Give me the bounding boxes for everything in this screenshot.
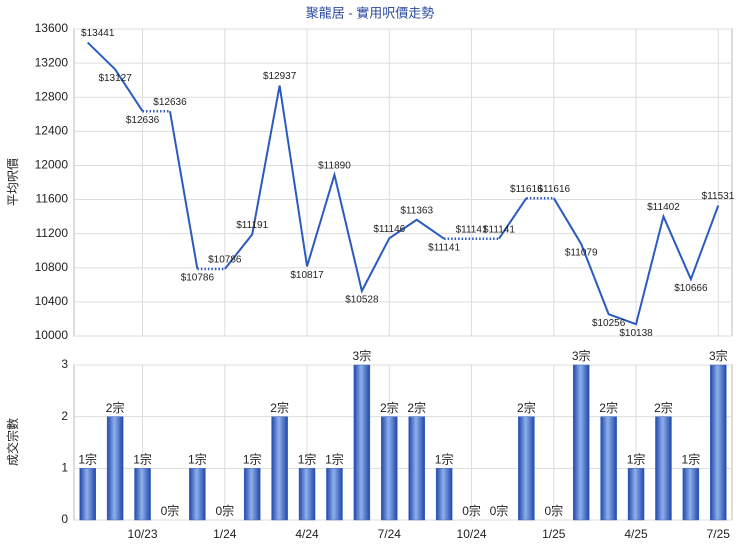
data-label: 2宗 [106, 400, 125, 415]
data-label: 2宗 [380, 400, 399, 415]
data-label: 1宗 [133, 452, 152, 467]
y-tick-label: 11600 [36, 192, 69, 206]
x-tick-label: 10/23 [128, 527, 158, 541]
data-label: $10138 [619, 328, 653, 339]
data-label: $13441 [81, 28, 115, 39]
y-axis-label: 成交宗數 [5, 418, 20, 466]
y-tick-label: 10800 [35, 260, 69, 274]
bar [106, 416, 124, 521]
data-label: 2宗 [599, 400, 618, 415]
y-tick-label: 12800 [35, 89, 69, 103]
data-label: $10786 [181, 273, 215, 284]
y-tick-label: 3 [61, 357, 68, 371]
data-label: 0宗 [215, 503, 234, 518]
data-label: 1宗 [325, 452, 344, 467]
y-tick-label: 2 [61, 409, 68, 423]
data-label: 2宗 [654, 400, 673, 415]
data-label: 1宗 [243, 452, 262, 467]
data-label: 2宗 [407, 400, 426, 415]
data-label: 3宗 [709, 348, 728, 363]
x-tick-label: 1/25 [542, 527, 566, 541]
bar [353, 364, 371, 521]
bar [627, 468, 645, 521]
bar [655, 416, 672, 521]
data-label: $12937 [263, 71, 297, 82]
y-tick-label: 11200 [36, 226, 69, 240]
data-label: $11363 [400, 205, 433, 216]
data-label: $10786 [208, 255, 242, 266]
bar [518, 416, 535, 521]
data-label: 1宗 [298, 452, 317, 467]
data-label: 0宗 [544, 503, 563, 518]
data-label: $11079 [565, 248, 598, 259]
price-line [552, 197, 720, 326]
data-label: 2宗 [517, 400, 536, 415]
x-tick-label: 4/25 [624, 527, 648, 541]
data-label: $11141 [456, 224, 488, 235]
data-label: $13127 [98, 73, 132, 84]
y-tick-label: 12000 [35, 158, 69, 172]
bar [600, 416, 617, 521]
x-tick-label: 1/24 [213, 527, 237, 541]
data-label: $10666 [674, 283, 708, 294]
bar [189, 468, 206, 521]
data-label: $11191 [236, 220, 268, 231]
bar [243, 468, 261, 521]
data-label: $11146 [373, 224, 405, 235]
bar [435, 468, 453, 521]
data-label: $11616 [537, 184, 570, 195]
y-tick-label: 13200 [35, 55, 69, 69]
data-label: $10528 [345, 295, 379, 306]
data-label: $10817 [290, 270, 324, 281]
data-label: $11402 [647, 202, 680, 213]
bar [298, 468, 316, 521]
data-label: $12636 [126, 115, 160, 126]
y-tick-label: 0 [61, 512, 68, 526]
price-line [87, 41, 144, 112]
data-label: $10256 [592, 318, 626, 329]
bar [326, 468, 343, 521]
y-tick-label: 10400 [35, 294, 69, 308]
y-tick-label: 12400 [35, 124, 69, 138]
price-line [224, 85, 445, 294]
data-label: 1宗 [627, 452, 646, 467]
data-label: $12636 [153, 97, 187, 108]
x-tick-label: 7/25 [707, 527, 731, 541]
bar [710, 364, 727, 521]
data-label: 0宗 [490, 503, 509, 518]
data-label: $11531 [702, 191, 735, 202]
data-label: 1宗 [435, 452, 454, 467]
data-label: 2宗 [270, 400, 289, 415]
bar [381, 416, 398, 521]
data-label: 1宗 [78, 452, 97, 467]
bar [682, 468, 700, 521]
data-label: 0宗 [161, 503, 180, 518]
bar [408, 416, 425, 521]
data-label: $11890 [318, 160, 351, 171]
price-line [498, 197, 528, 240]
data-label: $11141 [428, 242, 460, 253]
x-tick-label: 10/24 [457, 527, 487, 541]
plot-area [73, 28, 733, 337]
y-axis-label: 平均呎價 [6, 158, 20, 206]
data-label: $11616 [510, 184, 543, 195]
bar [572, 364, 590, 521]
chart-title: 聚龍居 - 實用呎價走勢 [306, 5, 435, 20]
data-label: 0宗 [462, 503, 481, 518]
y-tick-label: 13600 [35, 21, 69, 35]
bar [79, 468, 96, 521]
bar [134, 468, 151, 521]
data-label: 3宗 [353, 348, 372, 363]
bar [271, 416, 288, 521]
data-label: 1宗 [682, 452, 701, 467]
price-line [168, 111, 199, 270]
x-tick-label: 4/24 [295, 527, 319, 541]
x-tick-label: 7/24 [378, 527, 402, 541]
data-label: $11141 [483, 224, 515, 235]
y-tick-label: 1 [61, 461, 68, 475]
data-label: 3宗 [572, 348, 591, 363]
data-label: 1宗 [188, 452, 207, 467]
y-tick-label: 10000 [35, 328, 69, 342]
